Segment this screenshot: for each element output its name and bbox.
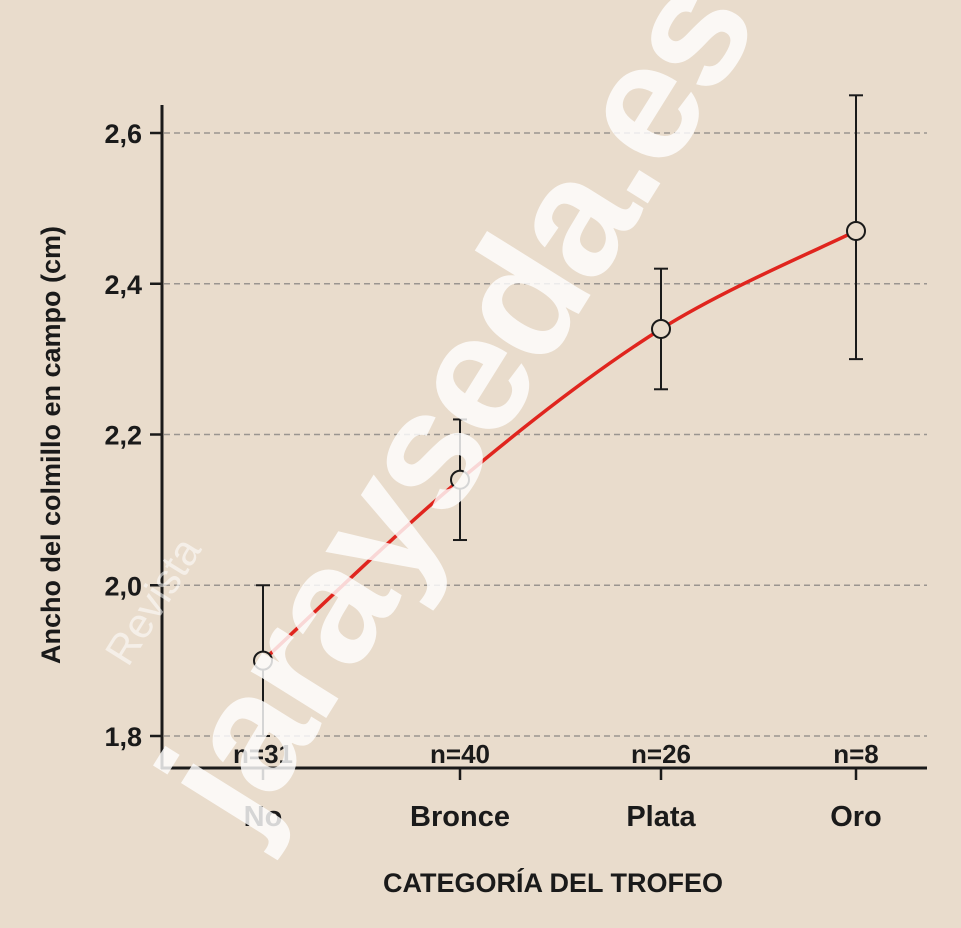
- x-tick-label: Plata: [626, 801, 696, 833]
- n-labels: n=31 n=40 n=26 n=8: [233, 739, 879, 769]
- y-tick-label: 2,4: [104, 270, 142, 300]
- x-tick-labels: No Bronce Plata Oro: [244, 768, 882, 833]
- y-tick-label: 2,2: [104, 421, 142, 451]
- x-tick-label: No: [244, 801, 283, 833]
- y-tick-label: 1,8: [104, 722, 142, 752]
- data-point: [450, 469, 470, 490]
- y-tick-labels: 1,8 2,0 2,2 2,4 2,6: [104, 119, 142, 752]
- data-points: [253, 220, 866, 671]
- data-point: [846, 220, 866, 241]
- data-point: [651, 318, 671, 339]
- y-tick-label: 2,6: [104, 119, 142, 149]
- x-tick-label: Bronce: [410, 801, 510, 833]
- watermark: jarayseda.es Revista: [96, 0, 790, 862]
- axes: [160, 105, 927, 770]
- series-line: [261, 229, 858, 663]
- grid-lines: [150, 131, 927, 738]
- data-point: [253, 650, 273, 671]
- n-label: n=8: [833, 739, 879, 769]
- watermark-main-text: jarayseda.es: [120, 0, 790, 862]
- y-axis-title: Ancho del colmillo en campo (cm): [36, 226, 66, 664]
- x-tick-label: Oro: [830, 801, 882, 833]
- n-label: n=31: [233, 739, 293, 769]
- n-label: n=26: [631, 739, 691, 769]
- n-label: n=40: [430, 739, 490, 769]
- y-tick-label: 2,0: [104, 571, 142, 601]
- x-axis-title: CATEGORÍA DEL TROFEO: [383, 867, 723, 898]
